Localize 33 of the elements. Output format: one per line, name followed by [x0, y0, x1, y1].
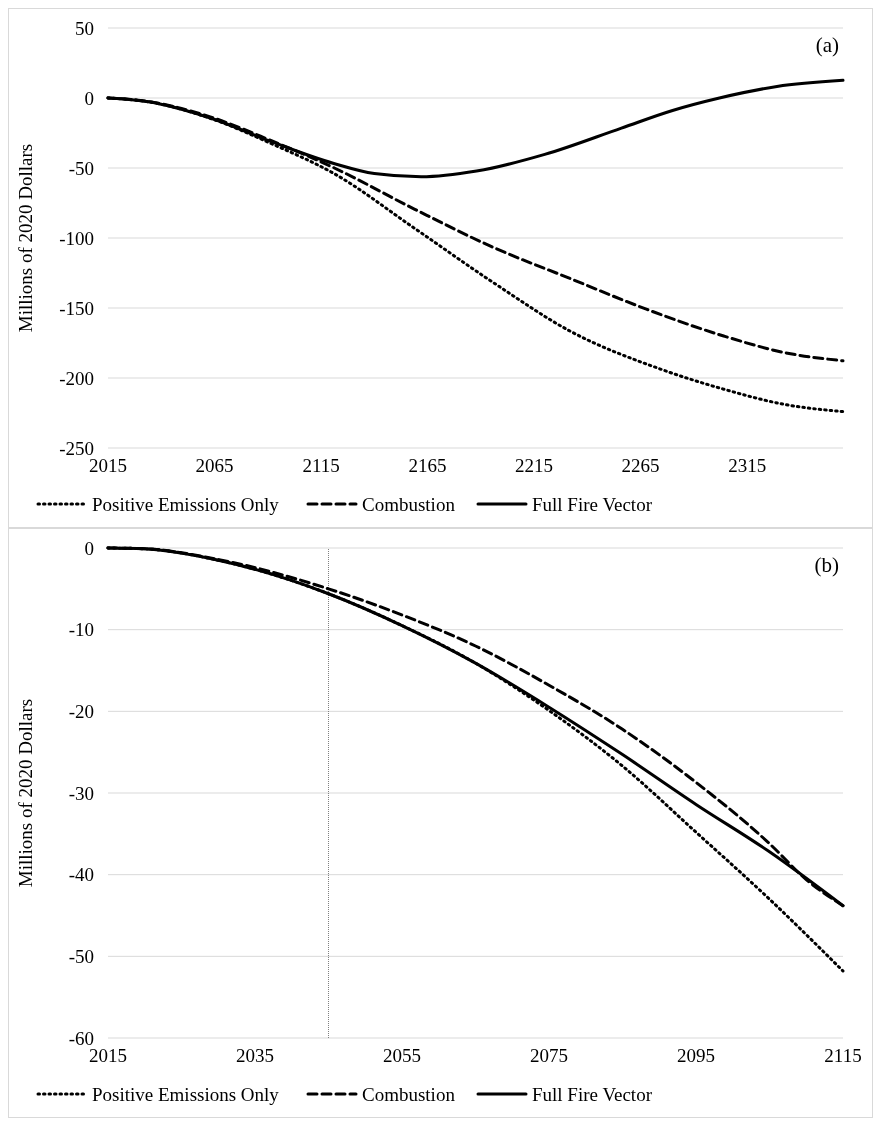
x-tick-label: 2065 [195, 455, 234, 476]
annotation: (a) [815, 33, 839, 57]
y-tick-label: -50 [68, 945, 94, 967]
legend-label: Combustion [362, 1083, 456, 1105]
x-tick-label: 2315 [728, 455, 767, 476]
x-tick-label: 2165 [408, 455, 447, 476]
y-tick-label: 0 [84, 87, 94, 109]
legend-label: Positive Emissions Only [92, 493, 280, 515]
y-axis-title: Millions of 2020 Dollars [15, 698, 36, 888]
legend-label: Positive Emissions Only [92, 1083, 280, 1105]
y-tick-label: -100 [59, 227, 94, 249]
x-tick-label: 2265 [621, 455, 660, 476]
y-tick-label: 0 [84, 537, 94, 559]
y-tick-label: -50 [68, 157, 94, 179]
x-tick-label: 2075 [530, 1045, 568, 1066]
x-tick-label: 2215 [515, 455, 554, 476]
y-tick-label: -200 [59, 367, 94, 389]
y-tick-label: -10 [68, 619, 94, 641]
x-tick-label: 2095 [677, 1045, 715, 1066]
legend-label: Combustion [362, 493, 456, 515]
x-tick-label: 2055 [383, 1045, 421, 1066]
y-axis-title: Millions of 2020 Dollars [15, 143, 36, 333]
x-tick-label: 2115 [824, 1045, 862, 1066]
legend-label: Full Fire Vector [532, 1083, 653, 1105]
x-tick-label: 2035 [236, 1045, 274, 1066]
y-tick-label: -40 [68, 864, 94, 886]
y-tick-label: 50 [75, 17, 94, 39]
y-tick-label: -150 [59, 297, 94, 319]
y-tick-label: -30 [68, 782, 94, 804]
x-tick-label: 2115 [302, 455, 340, 476]
legend-label: Full Fire Vector [532, 493, 653, 515]
annotation: (b) [814, 553, 839, 577]
y-tick-label: -20 [68, 700, 94, 722]
